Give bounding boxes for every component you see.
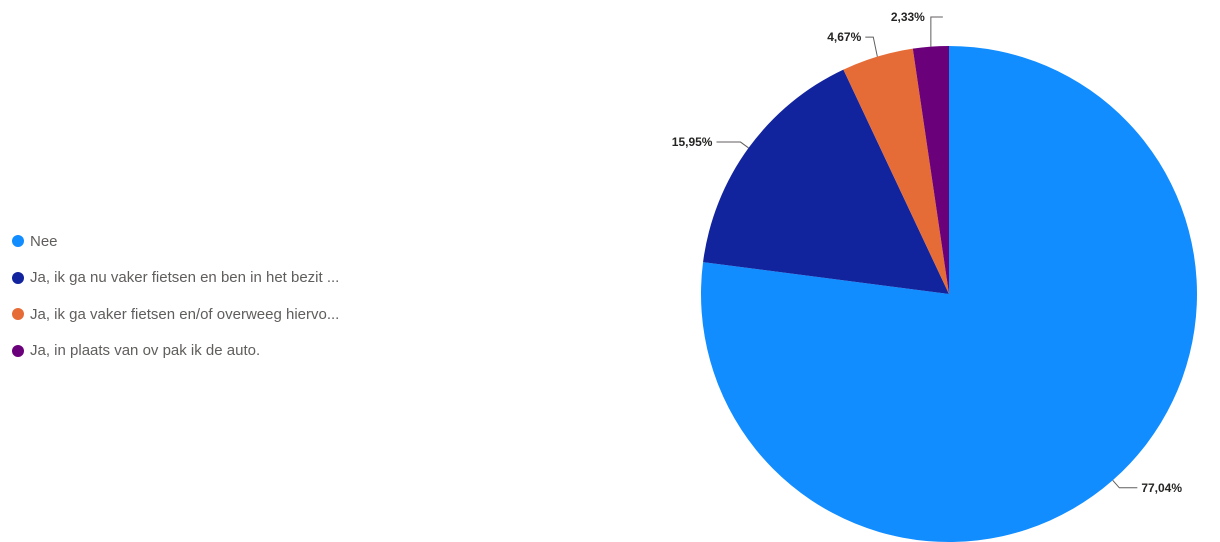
legend-swatch <box>12 235 24 247</box>
leader-line <box>1112 479 1138 489</box>
chart-legend: Nee Ja, ik ga nu vaker fietsen en ben in … <box>12 229 339 375</box>
pie-slice[interactable] <box>912 46 949 294</box>
data-label: 77,04% <box>1141 481 1182 495</box>
legend-swatch <box>12 344 24 357</box>
leader-line <box>930 16 943 47</box>
legend-label: Nee <box>30 232 58 250</box>
data-label: 15,95% <box>672 135 713 149</box>
data-label: 4,67% <box>827 30 861 44</box>
legend-item[interactable]: Nee <box>12 229 339 253</box>
pie-slice[interactable] <box>703 69 949 294</box>
legend-item[interactable]: Ja, ik ga vaker fietsen en/of overweeg h… <box>12 302 339 326</box>
legend-label: Ja, ik ga vaker fietsen en/of overweeg h… <box>30 305 340 323</box>
pie-slice[interactable] <box>843 48 949 294</box>
legend-swatch <box>12 308 24 320</box>
legend-item[interactable]: Ja, in plaats van ov pak ik de auto. <box>12 339 339 363</box>
legend-swatch <box>12 271 24 284</box>
leader-line <box>865 36 878 57</box>
legend-label: Ja, in plaats van ov pak ik de auto. <box>30 342 261 359</box>
leader-line <box>716 141 749 149</box>
pie-slice[interactable] <box>701 46 1197 542</box>
legend-label: Ja, ik ga nu vaker fietsen en ben in het… <box>30 269 340 286</box>
data-label: 2,33% <box>891 10 925 24</box>
legend-item[interactable]: Ja, ik ga nu vaker fietsen en ben in het… <box>12 266 339 290</box>
